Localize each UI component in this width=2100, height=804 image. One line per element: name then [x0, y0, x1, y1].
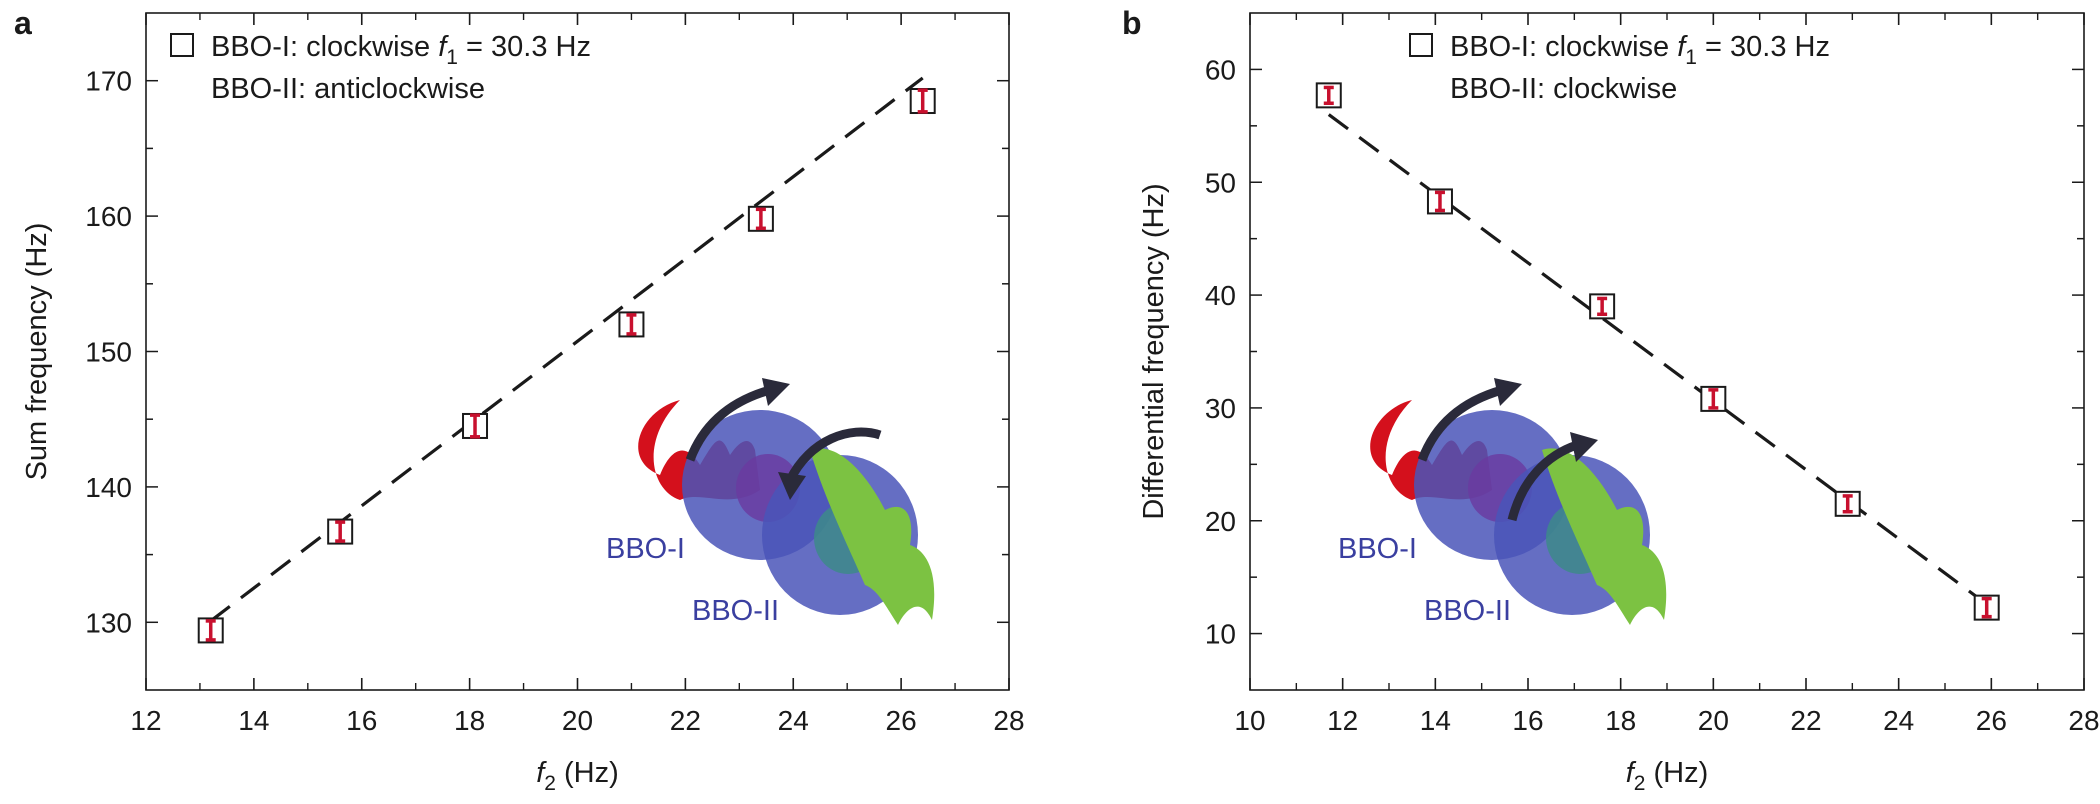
x-axis-var: f — [1626, 757, 1637, 789]
bbo-1-label: BBO-I — [606, 533, 685, 565]
panel-letter: b — [1122, 5, 1142, 41]
x-tick-label: 26 — [1976, 705, 2007, 736]
bbo-2-rotation-arrow — [1507, 440, 1579, 522]
green-wave-shape — [1542, 448, 1667, 625]
data-point — [1700, 385, 1727, 412]
legend-line-1: BBO-I: clockwise f1 = 30.3 Hz — [1450, 31, 1830, 69]
y-tick-label: 10 — [1205, 619, 1236, 650]
y-tick-label: 130 — [85, 607, 132, 638]
y-tick-label: 140 — [85, 472, 132, 503]
x-axis-sub: 2 — [1634, 772, 1646, 795]
data-point — [1315, 82, 1342, 109]
data-point — [1589, 293, 1616, 320]
panel-letter: a — [14, 5, 32, 41]
green-wave-shape — [810, 448, 935, 625]
y-tick-label: 40 — [1205, 280, 1236, 311]
bbo-1-rotation-arrow — [1417, 385, 1504, 462]
legend-line-2: BBO-II: anticlockwise — [211, 73, 485, 105]
bbo-2-rotation-arrow — [785, 427, 882, 483]
x-axis-unit: (Hz) — [556, 757, 619, 789]
x-tick-label: 22 — [1790, 705, 1821, 736]
data-point — [618, 311, 645, 338]
legend-sub: 1 — [446, 46, 458, 69]
bbo-2-label: BBO-II — [692, 595, 779, 627]
legend-line-2: BBO-II: clockwise — [1450, 73, 1677, 105]
bbo-1-arrow-head — [1494, 378, 1522, 406]
y-axis-title: Differential frequency (Hz) — [1138, 183, 1170, 519]
bbo-1-label: BBO-I — [1338, 533, 1417, 565]
data-point — [747, 205, 774, 232]
data-point — [327, 518, 354, 545]
panel-b: b10 12 14 16 18 20 22 24 26 28102030405060Differe… — [1122, 5, 2100, 795]
x-axis-sub: 2 — [544, 772, 556, 795]
bbo-1-arrow-head — [762, 378, 790, 406]
bbo-1-rotation-arrow — [685, 385, 772, 462]
x-tick-label: 12 — [1327, 705, 1358, 736]
legend-marker — [1409, 33, 1433, 57]
y-tick-label: 30 — [1205, 393, 1236, 424]
legend-marker — [170, 33, 194, 57]
legend-line-1-pre: BBO-I: clockwise — [211, 31, 438, 63]
x-axis-unit: (Hz) — [1645, 757, 1708, 789]
x-tick-label: 28 — [993, 705, 1024, 736]
y-tick-label: 60 — [1205, 54, 1236, 85]
fit-line — [1327, 113, 1988, 606]
x-tick-label: 20 — [562, 705, 593, 736]
x-tick-label: 24 — [778, 705, 809, 736]
legend-f: f — [1677, 31, 1688, 63]
data-point — [1426, 188, 1453, 215]
data-point — [1834, 490, 1861, 517]
x-tick-label: 14 — [238, 705, 269, 736]
x-tick-label: 10 — [1234, 705, 1265, 736]
x-axis-var: f — [536, 757, 547, 789]
x-axis-title: f2 (Hz) — [1626, 757, 1709, 795]
legend-sub: 1 — [1685, 46, 1697, 69]
bbo-2-arrow-head — [1570, 432, 1598, 462]
legend-line-1-post: = 30.3 Hz — [1697, 31, 1830, 63]
x-tick-label: 24 — [1883, 705, 1914, 736]
x-tick-label: 12 — [130, 705, 161, 736]
data-point — [909, 88, 936, 115]
x-tick-label: 16 — [1512, 705, 1543, 736]
x-tick-label: 14 — [1420, 705, 1451, 736]
x-tick-label: 16 — [346, 705, 377, 736]
y-tick-label: 160 — [85, 201, 132, 232]
legend-f: f — [438, 31, 449, 63]
x-tick-label: 26 — [886, 705, 917, 736]
y-tick-label: 50 — [1205, 167, 1236, 198]
bbo-2-label: BBO-II — [1424, 595, 1511, 627]
y-tick-label: 170 — [85, 66, 132, 97]
legend-line-1-pre: BBO-I: clockwise — [1450, 31, 1677, 63]
data-point — [197, 617, 224, 644]
legend-line-1-post: = 30.3 Hz — [458, 31, 591, 63]
data-point — [462, 412, 489, 439]
legend-line-1: BBO-I: clockwise f1 = 30.3 Hz — [211, 31, 591, 69]
x-tick-label: 18 — [1605, 705, 1636, 736]
bbo-2-arrow-head — [778, 472, 806, 500]
y-axis-title: Sum frequency (Hz) — [21, 223, 53, 481]
data-point — [1973, 594, 2000, 621]
x-tick-label: 20 — [1698, 705, 1729, 736]
y-tick-label: 150 — [85, 337, 132, 368]
x-tick-label: 22 — [670, 705, 701, 736]
x-tick-label: 18 — [454, 705, 485, 736]
y-tick-label: 20 — [1205, 506, 1236, 537]
x-axis-title: f2 (Hz) — [536, 757, 619, 795]
x-tick-label: 28 — [2068, 705, 2099, 736]
plot-frame — [1249, 12, 2085, 691]
